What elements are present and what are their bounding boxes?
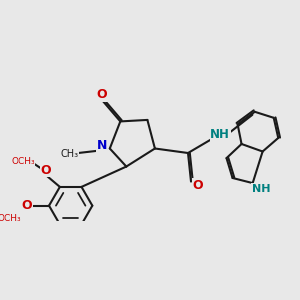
- Text: N: N: [97, 139, 107, 152]
- Text: CH₃: CH₃: [61, 148, 79, 159]
- Text: OCH₃: OCH₃: [0, 214, 21, 223]
- Text: O: O: [40, 164, 51, 176]
- Text: O: O: [96, 88, 107, 101]
- Text: NH: NH: [252, 184, 270, 194]
- Text: O: O: [22, 199, 32, 212]
- Text: OCH₃: OCH₃: [11, 157, 35, 166]
- Text: O: O: [192, 179, 203, 192]
- Text: NH: NH: [210, 128, 230, 142]
